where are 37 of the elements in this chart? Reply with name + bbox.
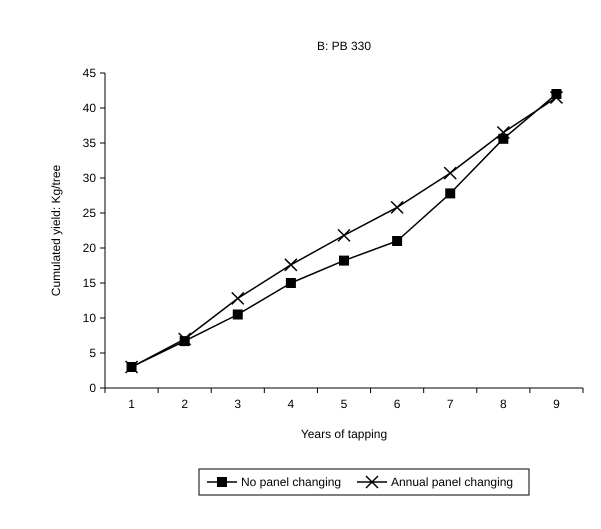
point [286,278,296,288]
x-tick-label: 2 [181,397,188,411]
x-tick-label: 5 [340,397,348,411]
legend-label: No panel changing [241,475,342,490]
point [231,292,245,306]
y-tick-label: 5 [89,346,96,360]
y-tick-label: 35 [82,136,96,150]
y-tick-label: 30 [82,171,96,186]
point [443,166,457,180]
x-tick-label: 8 [500,397,507,411]
x-axis-title: Years of tapping [300,427,388,441]
chart-title: B: PB 330 [316,39,372,53]
point [178,332,192,346]
x-tick-label: 7 [446,397,454,411]
y-tick-label: 10 [82,311,96,326]
y-tick-label: 20 [82,241,96,256]
point [284,258,298,272]
y-tick-label: 15 [82,276,96,290]
y-tick-label: 45 [82,66,96,80]
point [390,200,404,214]
x-tick-label: 9 [553,397,560,411]
point [550,90,564,104]
point [337,228,351,242]
x-tick-label: 6 [394,397,401,411]
point [339,256,349,266]
point [496,126,510,140]
y-axis-title: Cumulated yield: Kg/tree [49,164,63,296]
x-tick-label: 3 [234,397,242,411]
y-tick-label: 25 [82,206,96,220]
legend-label: Annual panel changing [391,475,514,490]
x-tick-label: 4 [288,397,295,411]
x-tick-label: 1 [128,397,136,411]
y-tick-label: 0 [89,381,96,396]
y-tick-label: 40 [82,101,96,116]
point [232,310,243,320]
point [392,236,402,246]
point [445,188,456,198]
